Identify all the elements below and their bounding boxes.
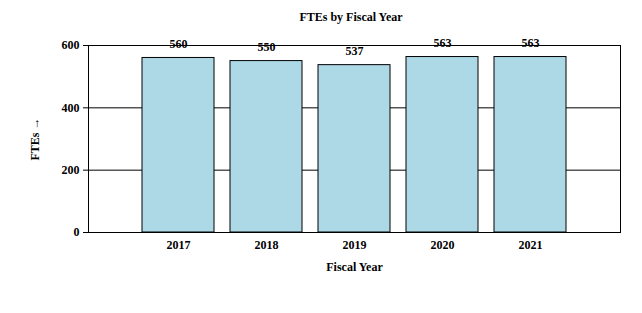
svg-text:2019: 2019 — [343, 238, 367, 252]
svg-text:2018: 2018 — [255, 238, 279, 252]
svg-text:563: 563 — [434, 36, 452, 50]
svg-text:200: 200 — [62, 163, 80, 177]
svg-text:537: 537 — [346, 44, 364, 58]
svg-text:0: 0 — [74, 225, 80, 239]
svg-text:FTEs →: FTEs → — [28, 117, 42, 160]
html-text:FTEs by Fiscal Year: FTEs by Fiscal Year — [299, 10, 403, 24]
svg-text:2020: 2020 — [431, 238, 455, 252]
svg-text:600: 600 — [62, 38, 80, 52]
svg-text:560: 560 — [170, 37, 188, 51]
svg-text:Fiscal Year: Fiscal Year — [326, 260, 383, 274]
svg-text:2017: 2017 — [167, 238, 191, 252]
svg-text:550: 550 — [258, 40, 276, 54]
svg-text:563: 563 — [522, 36, 540, 50]
svg-text:400: 400 — [62, 101, 80, 115]
svg-text:2021: 2021 — [519, 238, 543, 252]
